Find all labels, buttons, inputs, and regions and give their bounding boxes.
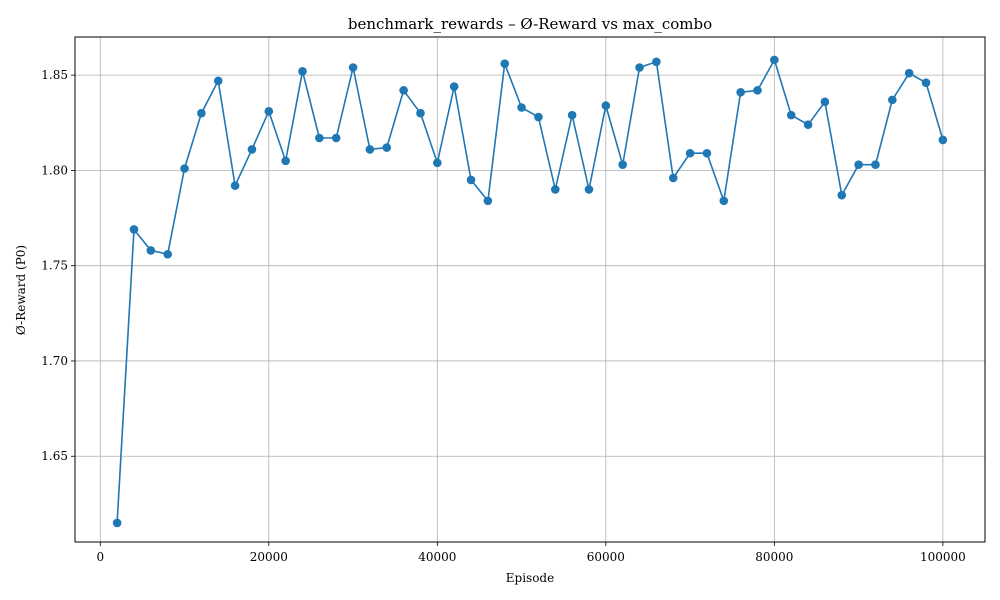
data-point (315, 133, 324, 143)
data-point (264, 107, 274, 116)
data-point (567, 110, 577, 120)
series-layer (112, 55, 948, 528)
x-tick-label: 40000 (418, 550, 456, 564)
chart-title: benchmark_rewards – Ø-Reward vs max_comb… (348, 15, 712, 33)
data-point (618, 160, 627, 169)
y-tick-label: 1.80 (41, 163, 68, 177)
data-point (753, 86, 762, 95)
data-point (786, 110, 796, 120)
data-point (854, 160, 863, 169)
data-point (871, 160, 880, 169)
x-axis-label: Episode (506, 571, 554, 585)
data-point (416, 108, 425, 118)
y-axis-label: Ø-Reward (P0) (14, 245, 28, 335)
data-point (803, 120, 813, 129)
data-point (466, 175, 476, 185)
data-point (247, 145, 257, 154)
x-tick-label: 60000 (587, 550, 625, 564)
data-point (938, 135, 948, 145)
data-point (180, 164, 189, 173)
data-point (365, 145, 375, 154)
data-point (348, 63, 358, 72)
data-point (213, 76, 223, 86)
data-point (837, 190, 847, 200)
data-point (129, 225, 139, 234)
plot-frame (74, 36, 986, 543)
x-tick-label: 0 (96, 550, 104, 564)
x-tick-label: 20000 (250, 550, 288, 564)
y-tick-label: 1.65 (41, 449, 68, 463)
y-axis-ticks: 1.65 1.70 1.75 1.80 1.85 (41, 68, 75, 463)
grid-lines (75, 37, 985, 542)
data-point (449, 82, 459, 91)
data-point (534, 112, 543, 122)
data-point (382, 143, 392, 152)
data-point (483, 196, 493, 206)
data-point (770, 55, 779, 65)
data-point (399, 86, 408, 95)
data-point (921, 78, 931, 88)
data-point (331, 133, 341, 143)
x-axis-ticks: 0 20000 40000 60000 80000 100000 (96, 542, 966, 564)
data-point (197, 108, 206, 118)
data-point (584, 185, 594, 194)
data-point (230, 181, 240, 190)
data-point (736, 87, 745, 97)
data-point (668, 173, 678, 183)
data-point (601, 101, 611, 110)
data-point (550, 185, 560, 194)
data-point (163, 249, 172, 259)
data-point (820, 97, 830, 107)
data-point (281, 156, 290, 166)
data-point (888, 95, 897, 105)
y-tick-label: 1.85 (41, 68, 68, 82)
y-tick-label: 1.70 (41, 354, 68, 368)
data-point (500, 59, 510, 68)
data-point (517, 103, 526, 112)
data-point (904, 68, 914, 78)
data-point (298, 67, 307, 76)
series-line (116, 57, 944, 523)
data-point (685, 148, 695, 158)
data-point (719, 196, 729, 206)
data-point (146, 246, 156, 255)
data-point (635, 63, 644, 72)
data-point (112, 518, 122, 528)
x-tick-label: 80000 (755, 550, 793, 564)
x-tick-label: 100000 (920, 550, 966, 564)
y-tick-label: 1.75 (41, 259, 68, 273)
data-point (702, 148, 712, 158)
data-point (652, 57, 661, 67)
data-point (433, 158, 442, 168)
